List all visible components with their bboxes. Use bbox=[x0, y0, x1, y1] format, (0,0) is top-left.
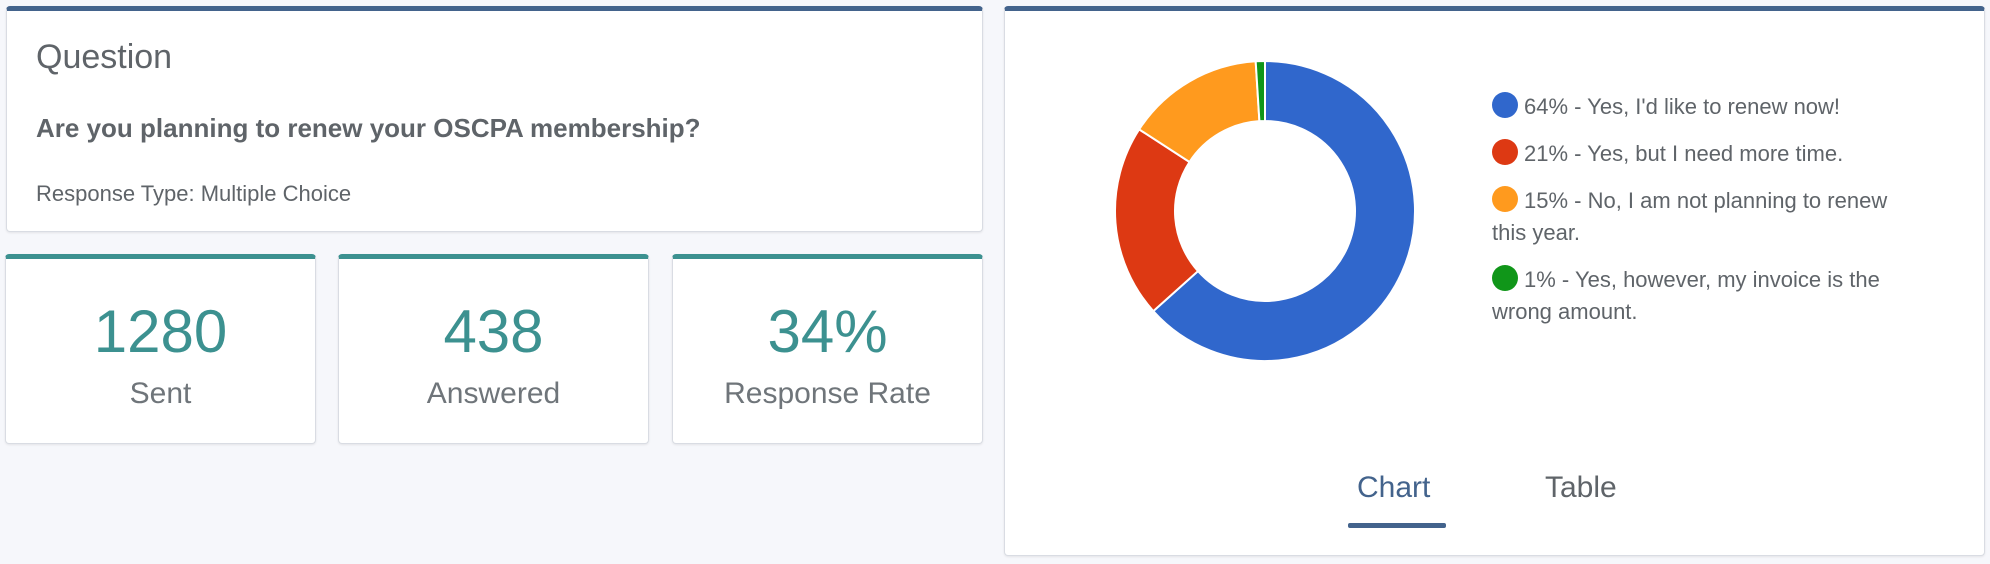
stat-card-sent: 1280 Sent bbox=[5, 254, 316, 444]
chart-legend: 64% - Yes, I'd like to renew now! 21% - … bbox=[1492, 91, 1902, 343]
tab-table[interactable]: Table bbox=[1545, 471, 1617, 504]
question-text: Are you planning to renew your OSCPA mem… bbox=[36, 113, 701, 143]
sent-label: Sent bbox=[129, 377, 192, 410]
chart-card: 64% - Yes, I'd like to renew now! 21% - … bbox=[1004, 6, 1985, 556]
response-rate-label: Response Rate bbox=[724, 377, 931, 410]
stat-card-answered: 438 Answered bbox=[338, 254, 649, 444]
legend-label: 64% - Yes, I'd like to renew now! bbox=[1524, 94, 1841, 119]
legend-item: 21% - Yes, but I need more time. bbox=[1492, 138, 1902, 170]
donut-slice-2 bbox=[1114, 127, 1200, 313]
tab-chart[interactable]: Chart bbox=[1357, 471, 1431, 504]
active-tab-indicator bbox=[1348, 523, 1446, 528]
donut-chart bbox=[1114, 59, 1416, 362]
answered-label: Answered bbox=[426, 377, 561, 410]
legend-item: 15% - No, I am not planning to renew thi… bbox=[1492, 185, 1902, 249]
legend-dot-icon bbox=[1492, 265, 1518, 291]
legend-dot-icon bbox=[1492, 186, 1518, 212]
donut-slice-4 bbox=[1254, 59, 1266, 123]
response-type-label: Response Type: Multiple Choice bbox=[36, 181, 352, 206]
legend-dot-icon bbox=[1492, 139, 1518, 165]
question-heading: Question bbox=[36, 38, 173, 76]
legend-label: 1% - Yes, however, my invoice is the wro… bbox=[1492, 267, 1880, 324]
legend-item: 1% - Yes, however, my invoice is the wro… bbox=[1492, 264, 1902, 328]
legend-label: 15% - No, I am not planning to renew thi… bbox=[1492, 188, 1888, 245]
donut-slice-1 bbox=[1151, 59, 1416, 362]
stat-card-response-rate: 34% Response Rate bbox=[672, 254, 983, 444]
legend-item: 64% - Yes, I'd like to renew now! bbox=[1492, 91, 1902, 123]
question-card: Question Are you planning to renew your … bbox=[6, 6, 983, 232]
answered-count: 438 bbox=[443, 298, 544, 365]
response-rate-value: 34% bbox=[767, 298, 888, 365]
legend-dot-icon bbox=[1492, 92, 1518, 118]
sent-count: 1280 bbox=[93, 298, 228, 365]
view-tabs: Chart Table bbox=[1005, 461, 1984, 531]
legend-label: 21% - Yes, but I need more time. bbox=[1524, 141, 1844, 166]
